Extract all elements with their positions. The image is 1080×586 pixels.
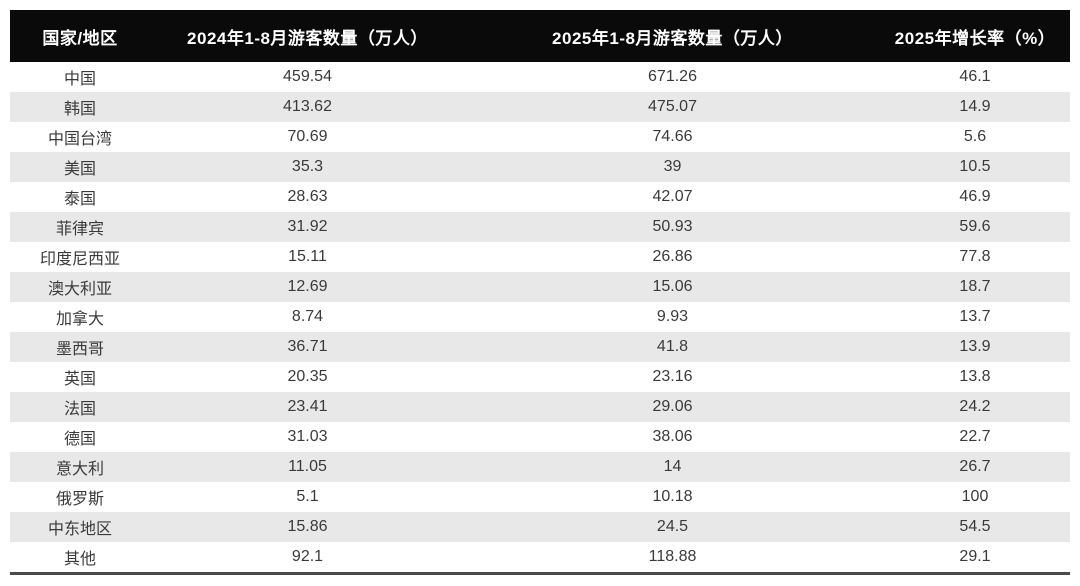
cell-region: 菲律宾 [10, 212, 150, 242]
cell-growth-rate: 13.8 [880, 362, 1070, 392]
cell-2025-visitors: 23.16 [465, 362, 880, 392]
cell-region: 印度尼西亚 [10, 242, 150, 272]
cell-2024-visitors: 36.71 [150, 332, 465, 362]
table-row: 中东地区 15.86 24.5 54.5 [10, 512, 1070, 542]
cell-growth-rate: 14.9 [880, 92, 1070, 122]
cell-region: 德国 [10, 422, 150, 452]
cell-growth-rate: 13.9 [880, 332, 1070, 362]
cell-region: 澳大利亚 [10, 272, 150, 302]
table-row: 中国 459.54 671.26 46.1 [10, 62, 1070, 92]
cell-2025-visitors: 39 [465, 152, 880, 182]
cell-region: 加拿大 [10, 302, 150, 332]
table-row: 其他 92.1 118.88 29.1 [10, 542, 1070, 574]
cell-2024-visitors: 35.3 [150, 152, 465, 182]
cell-region: 美国 [10, 152, 150, 182]
header-row: 国家/地区 2024年1-8月游客数量（万人） 2025年1-8月游客数量（万人… [10, 10, 1070, 62]
cell-2025-visitors: 74.66 [465, 122, 880, 152]
cell-region: 中国 [10, 62, 150, 92]
cell-2025-visitors: 42.07 [465, 182, 880, 212]
cell-2025-visitors: 26.86 [465, 242, 880, 272]
table-row: 菲律宾 31.92 50.93 59.6 [10, 212, 1070, 242]
table-row: 俄罗斯 5.1 10.18 100 [10, 482, 1070, 512]
cell-growth-rate: 54.5 [880, 512, 1070, 542]
cell-2025-visitors: 9.93 [465, 302, 880, 332]
cell-region: 中东地区 [10, 512, 150, 542]
table-row: 澳大利亚 12.69 15.06 18.7 [10, 272, 1070, 302]
cell-2024-visitors: 8.74 [150, 302, 465, 332]
cell-2024-visitors: 413.62 [150, 92, 465, 122]
table-row: 泰国 28.63 42.07 46.9 [10, 182, 1070, 212]
cell-region: 韩国 [10, 92, 150, 122]
cell-2025-visitors: 38.06 [465, 422, 880, 452]
cell-growth-rate: 5.6 [880, 122, 1070, 152]
cell-2024-visitors: 15.86 [150, 512, 465, 542]
cell-growth-rate: 59.6 [880, 212, 1070, 242]
cell-2024-visitors: 20.35 [150, 362, 465, 392]
cell-2024-visitors: 92.1 [150, 542, 465, 574]
cell-growth-rate: 13.7 [880, 302, 1070, 332]
cell-2025-visitors: 50.93 [465, 212, 880, 242]
cell-2025-visitors: 15.06 [465, 272, 880, 302]
cell-growth-rate: 46.1 [880, 62, 1070, 92]
table-row: 中国台湾 70.69 74.66 5.6 [10, 122, 1070, 152]
cell-2025-visitors: 118.88 [465, 542, 880, 574]
header-region: 国家/地区 [10, 10, 150, 62]
header-2024-visitors: 2024年1-8月游客数量（万人） [150, 10, 465, 62]
cell-2025-visitors: 14 [465, 452, 880, 482]
cell-region: 墨西哥 [10, 332, 150, 362]
cell-region: 法国 [10, 392, 150, 422]
cell-region: 其他 [10, 542, 150, 574]
cell-growth-rate: 100 [880, 482, 1070, 512]
table-row: 德国 31.03 38.06 22.7 [10, 422, 1070, 452]
cell-2024-visitors: 31.03 [150, 422, 465, 452]
cell-region: 泰国 [10, 182, 150, 212]
table-row: 英国 20.35 23.16 13.8 [10, 362, 1070, 392]
visitor-stats-table: 国家/地区 2024年1-8月游客数量（万人） 2025年1-8月游客数量（万人… [10, 10, 1070, 575]
cell-2024-visitors: 31.92 [150, 212, 465, 242]
table-row: 意大利 11.05 14 26.7 [10, 452, 1070, 482]
cell-2025-visitors: 24.5 [465, 512, 880, 542]
cell-2025-visitors: 41.8 [465, 332, 880, 362]
table-row: 法国 23.41 29.06 24.2 [10, 392, 1070, 422]
cell-region: 意大利 [10, 452, 150, 482]
cell-growth-rate: 26.7 [880, 452, 1070, 482]
cell-2025-visitors: 671.26 [465, 62, 880, 92]
table-row: 印度尼西亚 15.11 26.86 77.8 [10, 242, 1070, 272]
table-row: 美国 35.3 39 10.5 [10, 152, 1070, 182]
cell-growth-rate: 77.8 [880, 242, 1070, 272]
cell-2025-visitors: 29.06 [465, 392, 880, 422]
cell-2024-visitors: 11.05 [150, 452, 465, 482]
cell-region: 俄罗斯 [10, 482, 150, 512]
cell-2024-visitors: 459.54 [150, 62, 465, 92]
header-growth-rate: 2025年增长率（%） [880, 10, 1070, 62]
cell-growth-rate: 22.7 [880, 422, 1070, 452]
cell-growth-rate: 29.1 [880, 542, 1070, 574]
cell-2024-visitors: 5.1 [150, 482, 465, 512]
table-row: 墨西哥 36.71 41.8 13.9 [10, 332, 1070, 362]
cell-region: 英国 [10, 362, 150, 392]
cell-2024-visitors: 23.41 [150, 392, 465, 422]
cell-growth-rate: 10.5 [880, 152, 1070, 182]
table-header: 国家/地区 2024年1-8月游客数量（万人） 2025年1-8月游客数量（万人… [10, 10, 1070, 62]
cell-2024-visitors: 12.69 [150, 272, 465, 302]
cell-growth-rate: 46.9 [880, 182, 1070, 212]
table-row: 加拿大 8.74 9.93 13.7 [10, 302, 1070, 332]
cell-2025-visitors: 475.07 [465, 92, 880, 122]
table-body: 中国 459.54 671.26 46.1 韩国 413.62 475.07 14.9 中国台湾… [10, 62, 1070, 574]
cell-2024-visitors: 15.11 [150, 242, 465, 272]
cell-2025-visitors: 10.18 [465, 482, 880, 512]
cell-region: 中国台湾 [10, 122, 150, 152]
cell-growth-rate: 24.2 [880, 392, 1070, 422]
table-row: 韩国 413.62 475.07 14.9 [10, 92, 1070, 122]
header-2025-visitors: 2025年1-8月游客数量（万人） [465, 10, 880, 62]
cell-2024-visitors: 70.69 [150, 122, 465, 152]
cell-growth-rate: 18.7 [880, 272, 1070, 302]
cell-2024-visitors: 28.63 [150, 182, 465, 212]
